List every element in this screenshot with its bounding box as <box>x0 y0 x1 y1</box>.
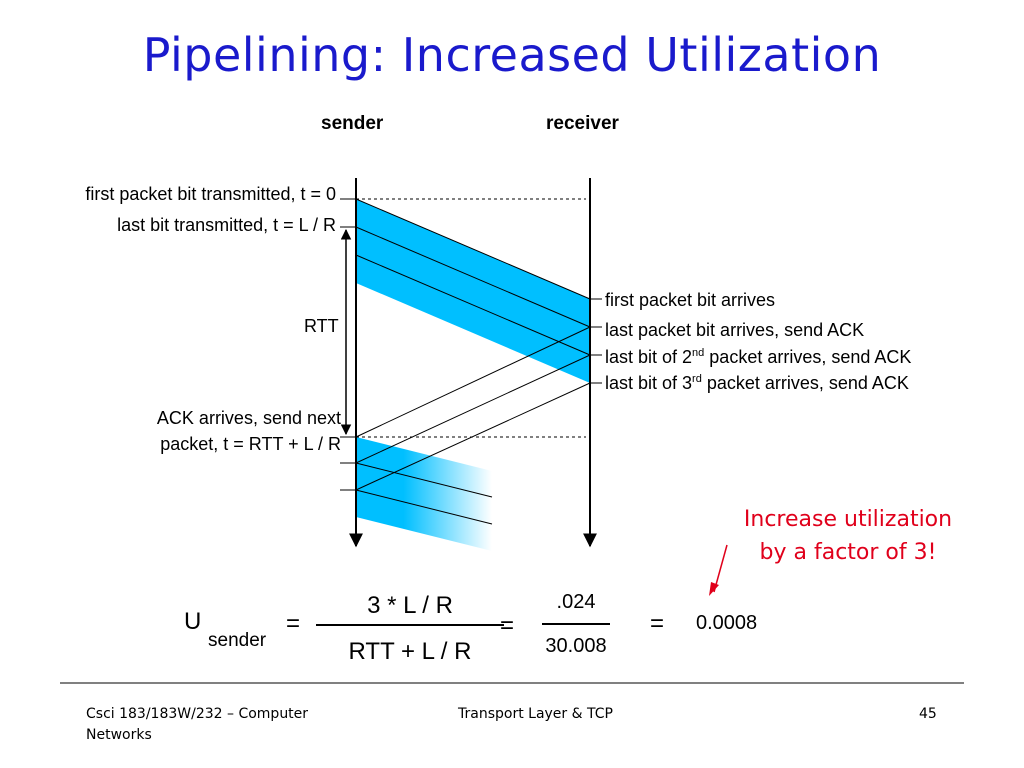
third-packet-text-post: packet arrives, send ACK <box>701 373 909 393</box>
equation-denominator-2: 30.008 <box>545 635 607 657</box>
first-arrives-label: first packet bit arrives <box>605 290 776 310</box>
next-packet-3-band <box>356 490 492 551</box>
third-packet-label: last bit of 3rd packet arrives, send ACK <box>605 373 909 394</box>
footer-page-number: 45 <box>919 706 937 722</box>
second-packet-sup: nd <box>692 347 705 359</box>
ack-arrives-label-line1: ACK arrives, send next <box>156 408 341 428</box>
sender-label: sender <box>321 113 384 134</box>
next-packet-1-band <box>356 437 492 497</box>
packet-1-leading-edge <box>355 198 591 300</box>
footer-course-line1: Csci 183/183W/232 – Computer <box>86 706 309 722</box>
last-tx-label: last bit transmitted, t = L / R <box>117 215 336 235</box>
callout-line1: Increase utilization <box>743 507 953 532</box>
second-packet-text-pre: last bit of 2 <box>605 347 693 367</box>
packet-1-band <box>356 199 590 327</box>
second-packet-text-post: packet arrives, send ACK <box>704 347 912 367</box>
third-packet-sup: rd <box>692 373 702 385</box>
second-packet-label: last bit of 2nd packet arrives, send ACK <box>605 347 911 368</box>
receiver-label: receiver <box>546 113 619 134</box>
first-tx-label: first packet bit transmitted, t = 0 <box>85 184 336 204</box>
ack-arrives-label-line2: packet, t = RTT + L / R <box>160 434 341 454</box>
equation-result: 0.0008 <box>696 612 758 634</box>
packet-2-trailing-edge <box>355 254 591 356</box>
next-packet-edge-2 <box>355 489 493 525</box>
equation-denominator: RTT + L / R <box>348 638 472 665</box>
equation-numerator: 3 * L / R <box>367 592 453 619</box>
next-packet-2-band <box>356 463 492 524</box>
footer-topic: Transport Layer & TCP <box>458 706 613 722</box>
packet-2-band <box>356 227 590 355</box>
page-title: Pipelining: Increased Utilization <box>142 28 882 82</box>
equation-subscript: sender <box>208 630 267 651</box>
equation-equals-3: = <box>650 610 665 637</box>
packet-1-trailing-edge <box>355 226 591 328</box>
third-packet-text-pre: last bit of 3 <box>605 373 693 393</box>
rtt-label: RTT <box>304 316 339 336</box>
packet-3-band <box>356 255 590 383</box>
ack-1-line <box>355 326 591 438</box>
callout-line2: by a factor of 3! <box>759 540 937 565</box>
next-packet-edge-1 <box>355 462 493 498</box>
footer-course-line2: Networks <box>86 727 152 743</box>
equation-u: U <box>184 608 202 635</box>
equation-equals-2: = <box>500 612 515 639</box>
callout-arrowhead <box>709 582 719 596</box>
ack-2-line <box>355 354 591 464</box>
last-arrives-label: last packet bit arrives, send ACK <box>605 320 865 340</box>
equation-numerator-2: .024 <box>556 591 596 613</box>
equation-equals-1: = <box>286 610 301 637</box>
